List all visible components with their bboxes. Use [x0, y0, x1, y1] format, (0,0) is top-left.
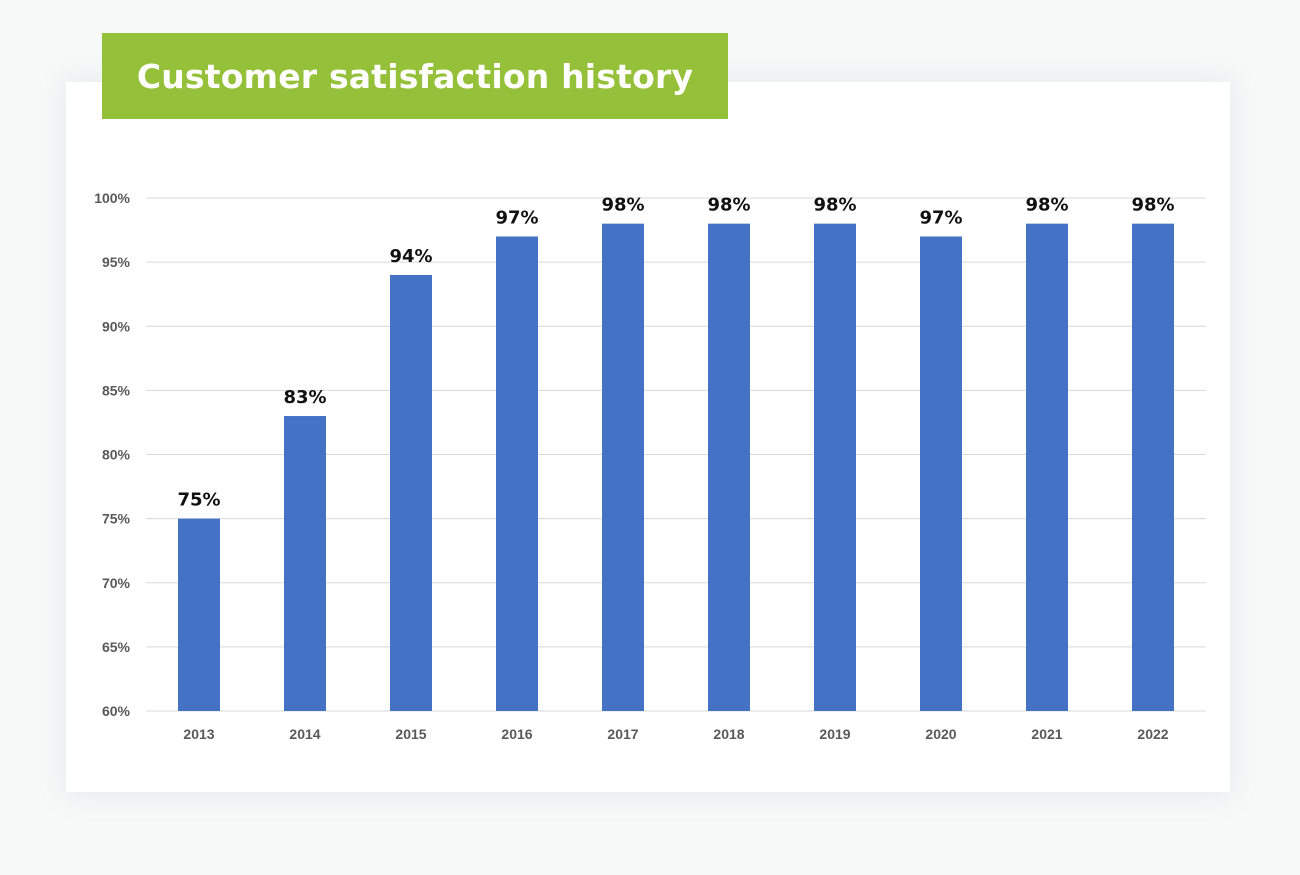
x-tick-label: 2015 — [395, 726, 426, 742]
x-tick-label: 2020 — [925, 726, 956, 742]
data-label-2014: 83% — [283, 387, 326, 408]
data-label-2020: 97% — [919, 207, 962, 228]
y-tick-label: 80% — [102, 447, 131, 463]
data-label-2015: 94% — [389, 246, 432, 267]
y-tick-label: 65% — [102, 639, 131, 655]
data-label-2018: 98% — [707, 195, 750, 216]
bar-2016 — [496, 236, 538, 711]
data-label-2017: 98% — [601, 195, 644, 216]
y-tick-label: 85% — [102, 382, 131, 398]
bar-2018 — [708, 223, 750, 711]
bar-2019 — [814, 223, 856, 711]
y-tick-label: 100% — [94, 190, 130, 206]
bar-2021 — [1026, 223, 1068, 711]
data-label-2016: 97% — [495, 207, 538, 228]
bar-2022 — [1132, 223, 1174, 711]
data-label-2019: 98% — [813, 195, 856, 216]
x-tick-label: 2013 — [183, 726, 214, 742]
chart-title: Customer satisfaction history — [136, 56, 694, 96]
y-tick-label: 60% — [102, 703, 131, 719]
y-tick-label: 75% — [102, 511, 131, 527]
data-label-2021: 98% — [1025, 195, 1068, 216]
data-label-2013: 75% — [177, 490, 220, 511]
bar-2014 — [284, 416, 326, 711]
title-banner: Customer satisfaction history — [102, 33, 728, 119]
y-tick-label: 90% — [102, 318, 131, 334]
y-tick-label: 70% — [102, 575, 131, 591]
x-tick-label: 2019 — [819, 726, 850, 742]
x-tick-label: 2016 — [501, 726, 532, 742]
bar-2017 — [602, 223, 644, 711]
x-tick-label: 2021 — [1031, 726, 1062, 742]
bar-2015 — [390, 274, 432, 711]
x-tick-label: 2018 — [713, 726, 744, 742]
data-label-2022: 98% — [1131, 195, 1174, 216]
x-tick-label: 2022 — [1137, 726, 1168, 742]
bar-2013 — [178, 518, 220, 711]
bar-2020 — [920, 236, 962, 711]
x-tick-label: 2014 — [289, 726, 320, 742]
x-tick-label: 2017 — [607, 726, 638, 742]
y-tick-label: 95% — [102, 254, 131, 270]
